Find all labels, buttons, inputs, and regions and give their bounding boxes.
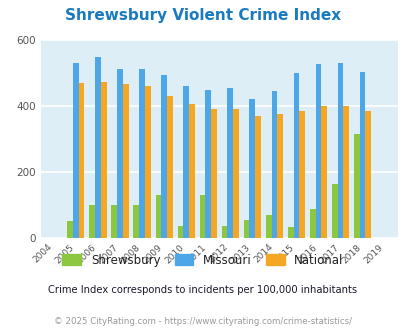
Bar (265, 214, 271, 238)
Text: Shrewsbury Violent Crime Index: Shrewsbury Violent Crime Index (65, 8, 340, 23)
Bar (95, 57, 100, 238)
Bar (343, 106, 348, 238)
Bar (79, 82, 84, 238)
Bar (293, 73, 298, 238)
Bar (189, 104, 194, 238)
Bar (67, 221, 73, 238)
Bar (221, 226, 227, 238)
Bar (183, 86, 189, 238)
Bar (364, 111, 370, 238)
Bar (337, 63, 343, 238)
Bar (166, 96, 172, 238)
Bar (298, 111, 304, 238)
Bar (100, 82, 106, 238)
Bar (359, 72, 364, 238)
Bar (243, 220, 249, 238)
Bar (255, 116, 260, 238)
Bar (155, 195, 161, 238)
Bar (161, 75, 166, 238)
Bar (249, 99, 255, 238)
Bar (232, 109, 238, 238)
Bar (271, 91, 277, 238)
Bar (117, 69, 123, 238)
Bar (145, 86, 150, 238)
Bar (211, 109, 216, 238)
Bar (331, 184, 337, 238)
Legend: Shrewsbury, Missouri, National: Shrewsbury, Missouri, National (59, 250, 346, 270)
Bar (73, 63, 79, 238)
Bar (353, 134, 359, 238)
Bar (139, 69, 145, 238)
Bar (287, 227, 293, 238)
Text: Crime Index corresponds to incidents per 100,000 inhabitants: Crime Index corresponds to incidents per… (48, 285, 357, 295)
Bar (227, 88, 232, 238)
Bar (277, 114, 282, 238)
Bar (177, 226, 183, 238)
Bar (133, 205, 139, 238)
Bar (309, 209, 315, 238)
Text: © 2025 CityRating.com - https://www.cityrating.com/crime-statistics/: © 2025 CityRating.com - https://www.city… (54, 317, 351, 326)
Bar (89, 205, 95, 238)
Bar (315, 64, 321, 238)
Bar (321, 106, 326, 238)
Bar (111, 205, 117, 238)
Bar (205, 90, 211, 238)
Bar (123, 84, 128, 238)
Bar (199, 195, 205, 238)
